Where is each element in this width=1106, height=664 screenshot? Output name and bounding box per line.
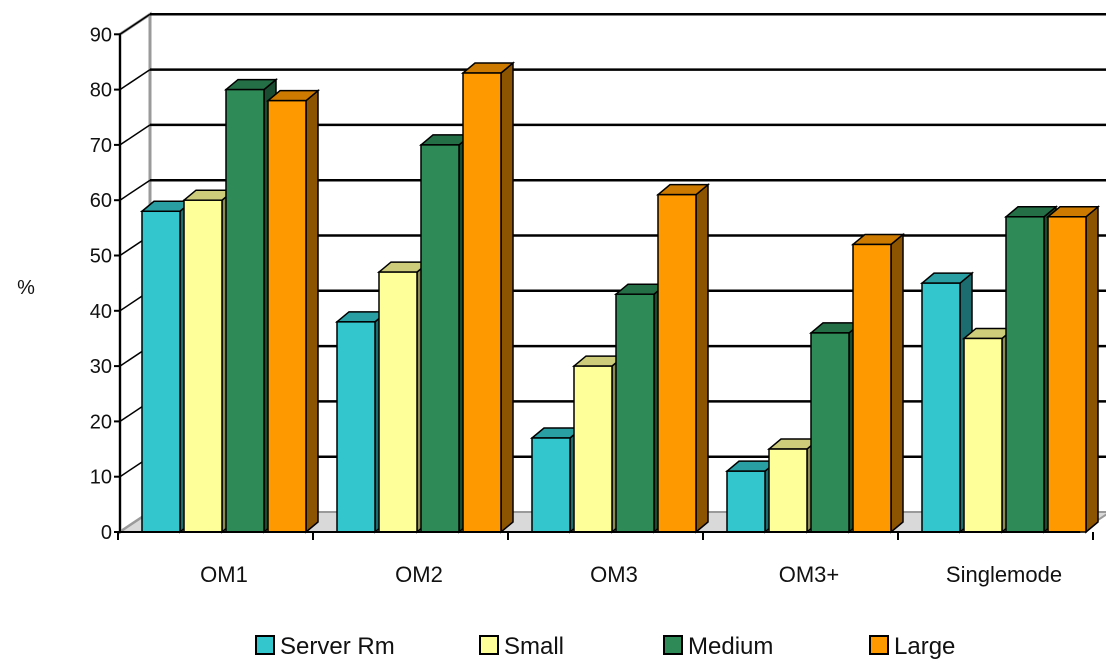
- bar-front: [378, 271, 418, 533]
- bar-front: [336, 321, 376, 533]
- y-tick-label: 70: [90, 135, 112, 157]
- bar-singlemode-large: [1045, 205, 1101, 534]
- bar-om2-server-rm: [334, 310, 390, 534]
- x-tick-label: OM3+: [779, 562, 840, 587]
- legend-label: Server Rm: [280, 633, 395, 660]
- legend-entry: Server Rm: [255, 633, 395, 660]
- bar-front: [1047, 216, 1087, 533]
- legend-swatch: [479, 635, 499, 655]
- x-tick-label: OM1: [200, 562, 248, 587]
- bar-om2-large: [460, 61, 516, 534]
- bar-front: [141, 210, 181, 533]
- legend-swatch: [869, 635, 889, 655]
- legend-label: Medium: [688, 633, 773, 660]
- gridline-side: [119, 179, 151, 201]
- x-axis: OM1 OM2 OM3 OM3+ Singlemode: [117, 531, 1094, 587]
- legend-entry: Large: [869, 633, 955, 660]
- bar-om1-large: [265, 89, 321, 534]
- bar-front: [462, 72, 502, 533]
- bar-front: [768, 448, 808, 533]
- legend-swatch: [663, 635, 683, 655]
- gridline-side: [119, 124, 151, 146]
- bar-om3-medium: [613, 282, 669, 534]
- bar-front: [267, 99, 307, 533]
- bar-side: [305, 89, 319, 534]
- x-tick-label: OM3: [590, 562, 638, 587]
- bar-om3-large: [655, 183, 711, 534]
- y-tick-label: 60: [90, 190, 112, 212]
- gridline-side: [119, 68, 151, 91]
- y-axis-ticks: 0 10 20 30 40 50 60 70 80 90: [90, 24, 121, 544]
- bar-front: [810, 332, 850, 533]
- x-tick-label: OM2: [395, 562, 443, 587]
- bar-front: [615, 293, 655, 533]
- y-tick-label: 10: [90, 467, 112, 489]
- y-tick-label: 30: [90, 356, 112, 378]
- y-tick-label: 0: [101, 522, 112, 544]
- bar-front: [726, 470, 766, 533]
- legend-label: Large: [894, 633, 955, 660]
- x-tick-label: Singlemode: [946, 562, 1062, 587]
- y-tick-label: 20: [90, 411, 112, 433]
- bar-front: [225, 88, 265, 533]
- legend: Server Rm Small Medium Large: [255, 633, 955, 660]
- bar-side: [695, 183, 709, 534]
- legend-entry: Small: [479, 633, 564, 660]
- bars: [139, 61, 1101, 534]
- legend-swatch: [255, 635, 275, 655]
- y-tick-label: 80: [90, 80, 112, 102]
- bar-front: [657, 193, 697, 533]
- bar-front: [921, 282, 961, 533]
- y-tick-label: 40: [90, 301, 112, 323]
- bar-side: [500, 61, 514, 534]
- bar-side: [890, 232, 904, 534]
- y-axis-label: %: [17, 277, 35, 299]
- bar-front: [420, 144, 460, 533]
- y-tick-label: 90: [90, 24, 112, 46]
- bar-front: [531, 437, 571, 533]
- bar-front: [963, 337, 1003, 533]
- bar-front: [573, 365, 613, 533]
- y-tick-label: 50: [90, 246, 112, 268]
- legend-label: Small: [504, 633, 564, 660]
- bar-front: [183, 199, 223, 533]
- legend-entry: Medium: [663, 633, 773, 660]
- bar-front: [852, 243, 892, 533]
- gridline-side: [119, 13, 151, 35]
- bar-side: [1085, 205, 1099, 534]
- bar-front: [1005, 216, 1045, 533]
- bar-om3--large: [850, 232, 906, 534]
